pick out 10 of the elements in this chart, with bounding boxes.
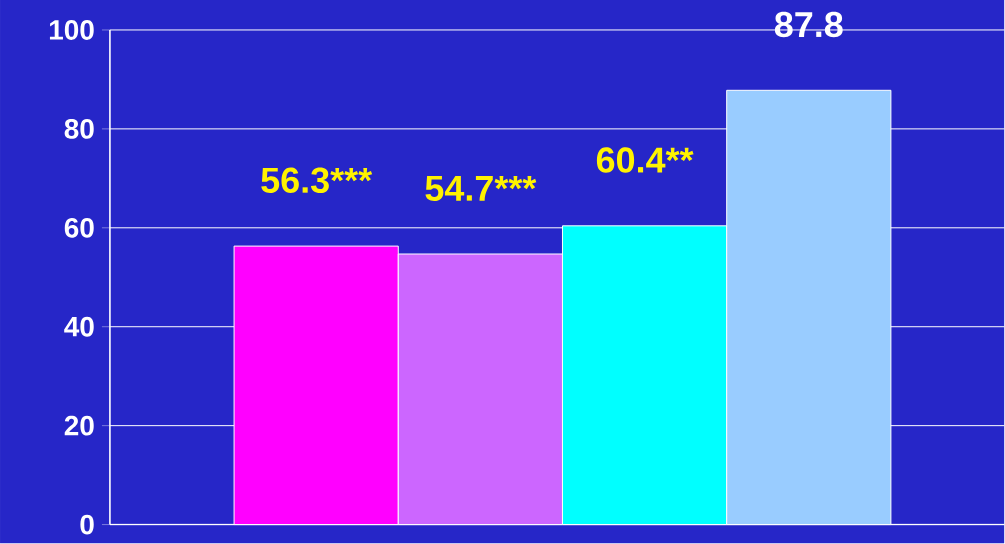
data-label: 60.4** [596,147,694,174]
y-tick-label: 100 [49,20,94,41]
y-tick-label: 80 [64,119,94,140]
data-label: 56.3*** [261,167,373,194]
data-label: 54.7*** [425,176,537,202]
y-tick-label: 60 [64,218,94,238]
data-label: 87.8 [774,12,843,38]
y-tick-label: 0 [80,514,94,535]
y-tick-label: 40 [64,317,94,337]
y-tick-label: 20 [64,415,94,436]
